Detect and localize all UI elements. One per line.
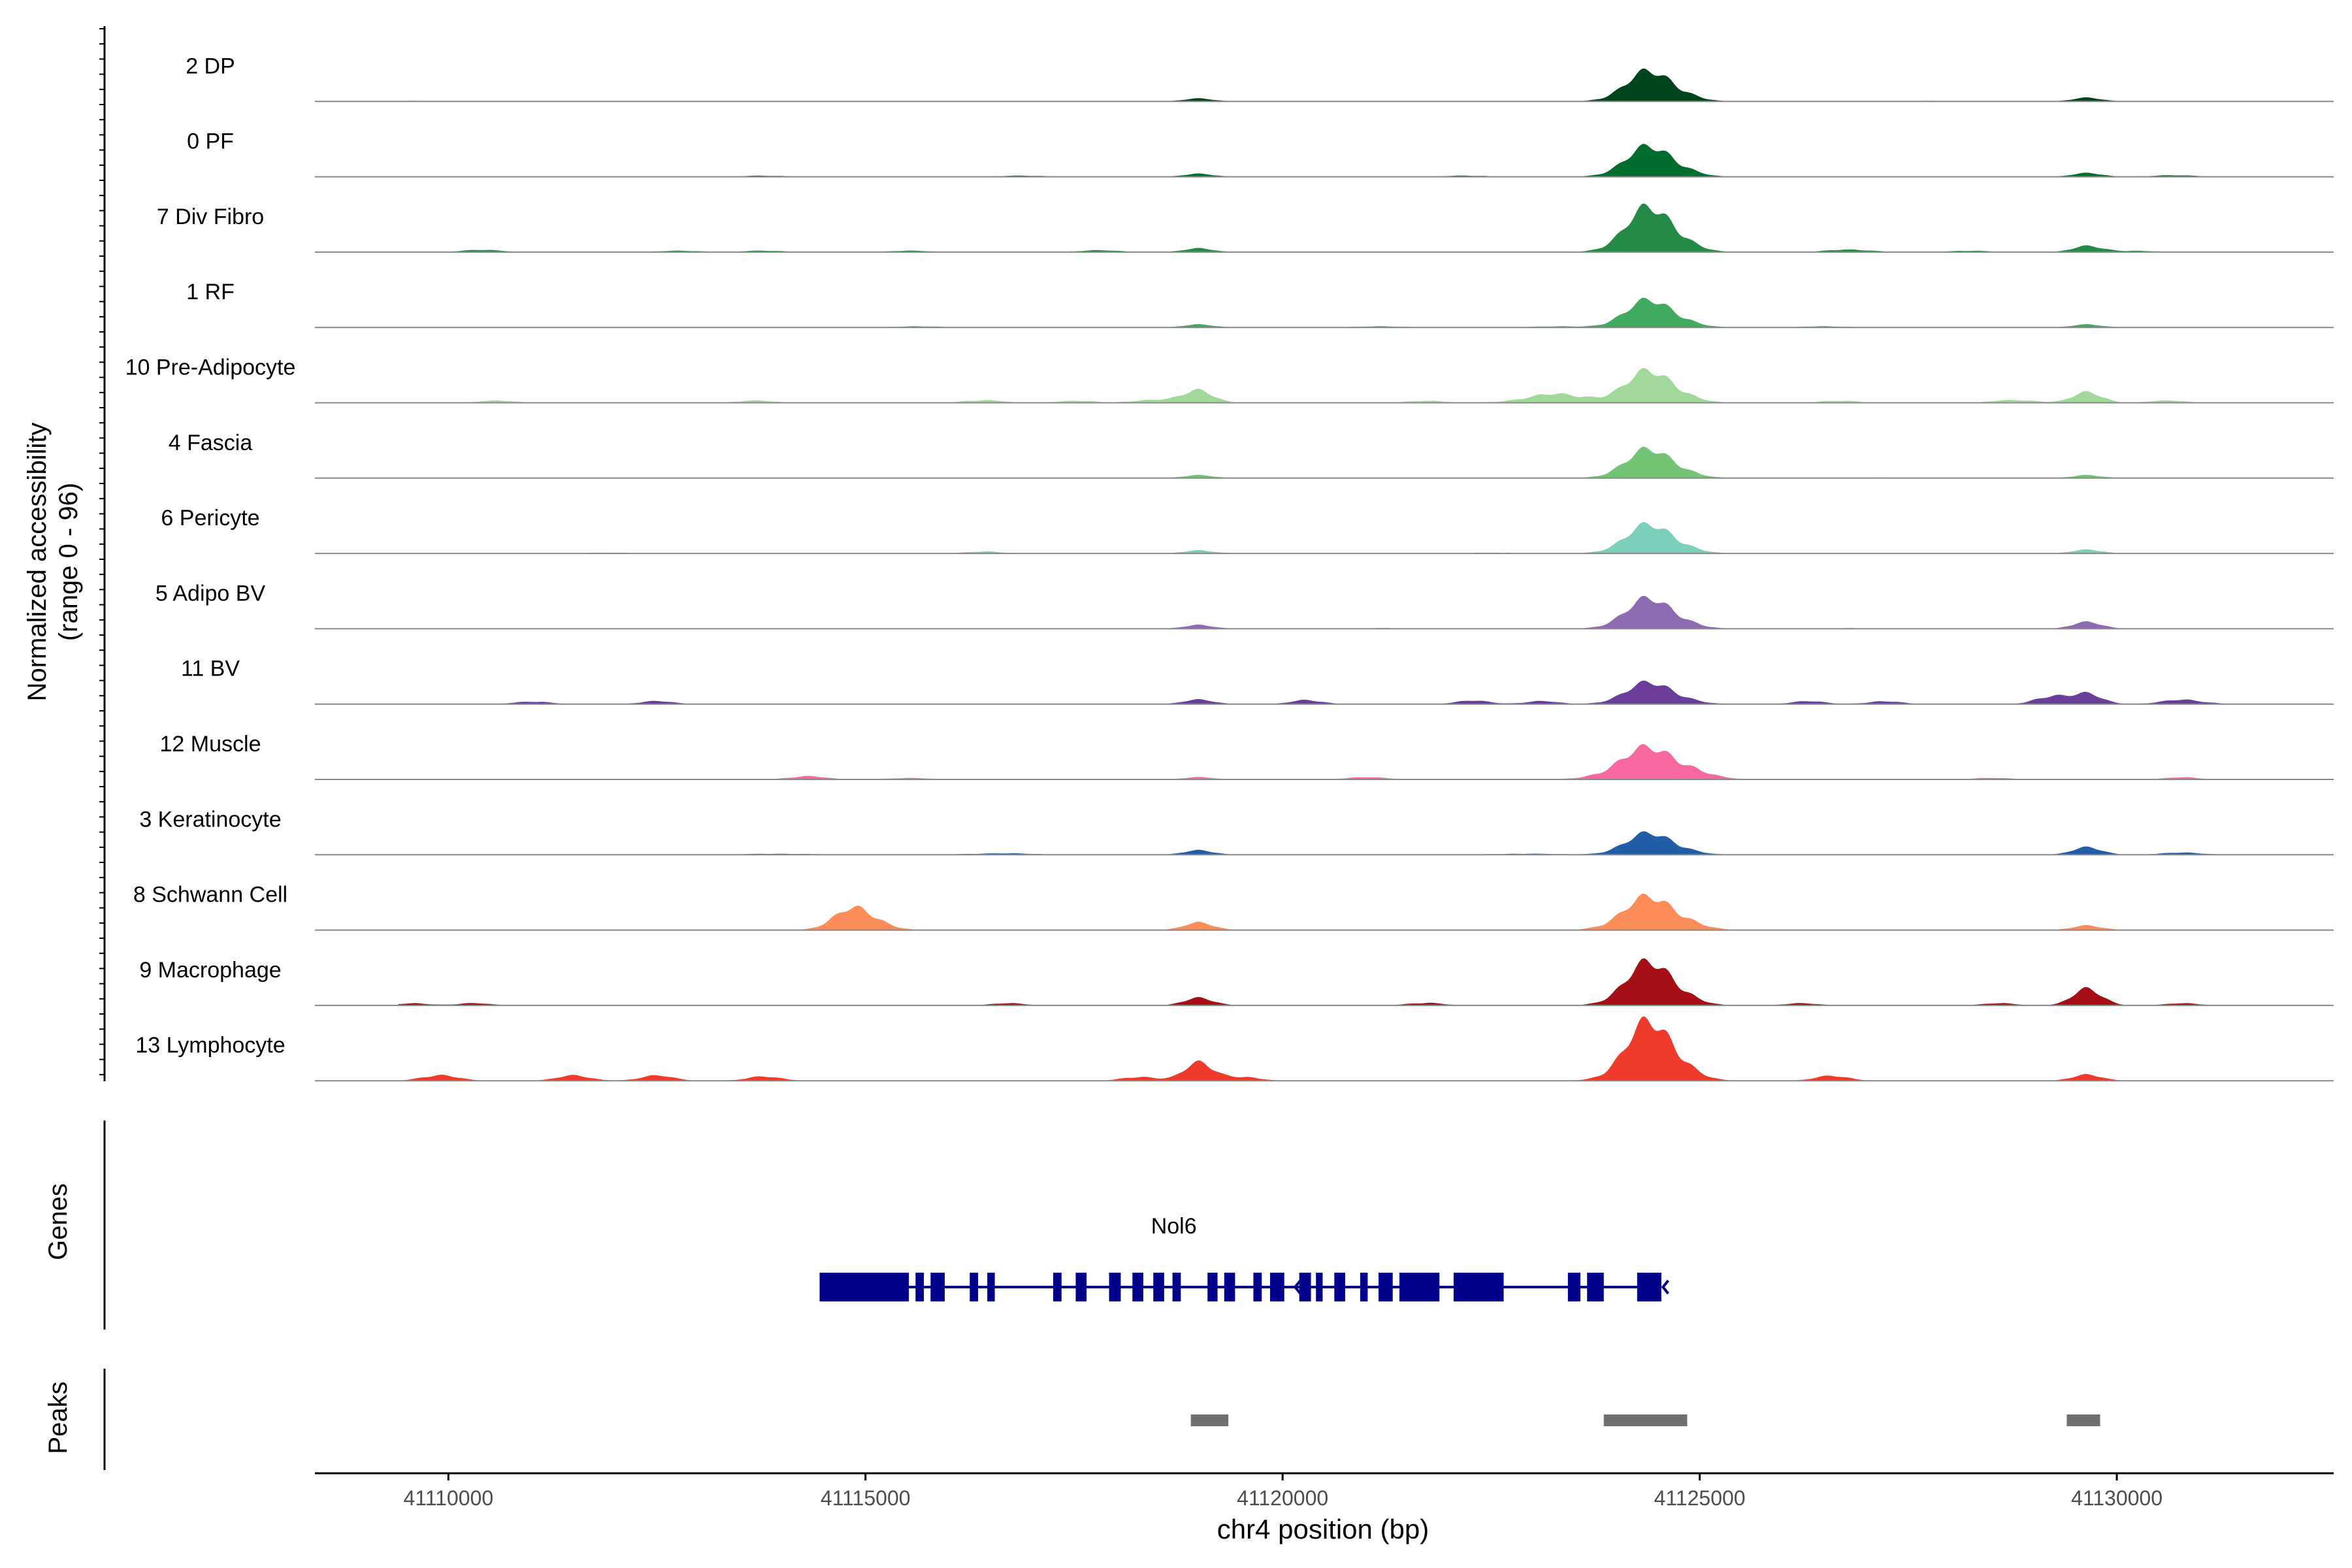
genes-panel: Nol6 <box>819 1214 1669 1301</box>
track-13: 9 Macrophage <box>139 958 2334 1006</box>
track-label: 2 DP <box>186 54 235 78</box>
genes-axis-label: Genes <box>44 1183 73 1260</box>
gene-exon <box>1453 1273 1504 1301</box>
coverage-area <box>398 68 2251 102</box>
coverage-area <box>398 203 2251 252</box>
x-tick-label: 41125000 <box>1654 1486 1746 1510</box>
peak-region <box>1190 1414 1229 1426</box>
track-label: 5 Adipo BV <box>155 581 266 606</box>
x-tick-label: 41115000 <box>821 1486 911 1510</box>
gene-exon <box>1270 1273 1284 1301</box>
coverage-area <box>398 1016 2251 1081</box>
track-label: 1 RF <box>186 280 235 304</box>
gene-exon <box>1224 1273 1235 1301</box>
track-label: 10 Pre-Adipocyte <box>125 355 296 380</box>
peaks-axis-label: Peaks <box>44 1381 73 1454</box>
gene-exon <box>1132 1273 1143 1301</box>
gene-exon <box>1637 1273 1661 1301</box>
x-axis: 41110000 41115000 41120000 41125000 41130000 <box>315 1472 2334 1510</box>
coverage-area <box>398 446 2251 478</box>
gene-exon <box>915 1273 924 1301</box>
strand-arrow-icon <box>1293 1279 1301 1295</box>
gene-exon <box>1399 1273 1440 1301</box>
track-label: 11 BV <box>181 657 240 681</box>
peak-region <box>1603 1414 1688 1426</box>
track-2: 0 PF <box>187 129 2334 178</box>
coverage-area <box>398 744 2251 779</box>
x-tick-label: 41110000 <box>403 1486 493 1510</box>
gene-exon <box>930 1273 945 1301</box>
track-12: 8 Schwann Cell <box>133 883 2334 931</box>
gene-exon <box>1207 1273 1218 1301</box>
track-label: 7 Div Fibro <box>157 204 264 229</box>
track-panel-axes <box>99 26 106 1470</box>
gene-exon <box>1378 1273 1393 1301</box>
track-label: 3 Keratinocyte <box>139 807 281 832</box>
coverage-area <box>398 680 2251 704</box>
gene-name: Nol6 <box>1151 1214 1197 1239</box>
track-7: 6 Pericyte <box>161 506 2334 555</box>
coverage-area <box>398 958 2251 1005</box>
coverage-area <box>398 595 2251 629</box>
y-axis-label-range: (range 0 - 96) <box>54 483 83 641</box>
coverage-area <box>398 144 2251 177</box>
gene-exon <box>1253 1273 1262 1301</box>
track-11: 3 Keratinocyte <box>139 807 2334 856</box>
gene-exon <box>1299 1273 1311 1301</box>
track-4: 1 RF <box>186 280 2334 329</box>
track-10: 12 Muscle <box>160 732 2334 780</box>
gene-exon <box>1053 1273 1062 1301</box>
track-label: 9 Macrophage <box>139 958 281 983</box>
coverage-area <box>398 893 2251 930</box>
x-tick-label: 41130000 <box>2071 1486 2163 1510</box>
coverage-area <box>398 831 2251 855</box>
gene-exon <box>1153 1273 1164 1301</box>
peak-region <box>2066 1414 2100 1426</box>
track-label: 0 PF <box>187 129 234 154</box>
gene-exon <box>1567 1273 1580 1301</box>
coverage-area <box>398 368 2251 403</box>
gene-exon <box>1109 1273 1121 1301</box>
gene-exon <box>1172 1273 1181 1301</box>
gene-exon <box>1334 1273 1345 1301</box>
y-axis-label: Normalized accessibility <box>23 423 52 702</box>
gene-exon <box>819 1273 909 1301</box>
track-14: 13 Lymphocyte <box>135 1016 2334 1082</box>
gene-exon <box>1360 1273 1368 1301</box>
track-1: 2 DP <box>186 54 2334 103</box>
gene-exon <box>1587 1273 1604 1301</box>
track-label: 8 Schwann Cell <box>133 883 287 907</box>
strand-arrow-icon <box>1661 1279 1669 1295</box>
gene-exon <box>970 1273 979 1301</box>
x-axis-label: chr4 position (bp) <box>1217 1514 1429 1544</box>
gene-exon <box>1316 1273 1323 1301</box>
peaks-panel <box>1190 1414 2100 1426</box>
track-label: 12 Muscle <box>160 732 261 757</box>
track-8: 5 Adipo BV <box>155 581 2334 630</box>
gene-exon <box>1075 1273 1087 1301</box>
track-label: 4 Fascia <box>169 431 253 455</box>
track-label: 13 Lymphocyte <box>135 1033 285 1058</box>
gene-exon <box>987 1273 995 1301</box>
coverage-area <box>398 522 2251 554</box>
track-9: 11 BV <box>181 657 2334 705</box>
track-6: 4 Fascia <box>169 431 2334 479</box>
x-tick-label: 41120000 <box>1237 1486 1328 1510</box>
track-label: 6 Pericyte <box>161 506 259 531</box>
track-3: 7 Div Fibro <box>157 203 2334 253</box>
coverage-area <box>398 297 2251 328</box>
track-5: 10 Pre-Adipocyte <box>125 355 2334 404</box>
coverage-tracks: 2 DP 0 PF 7 Div Fibro 1 RF 10 Pre-Adipocyte 4… <box>125 54 2334 1082</box>
